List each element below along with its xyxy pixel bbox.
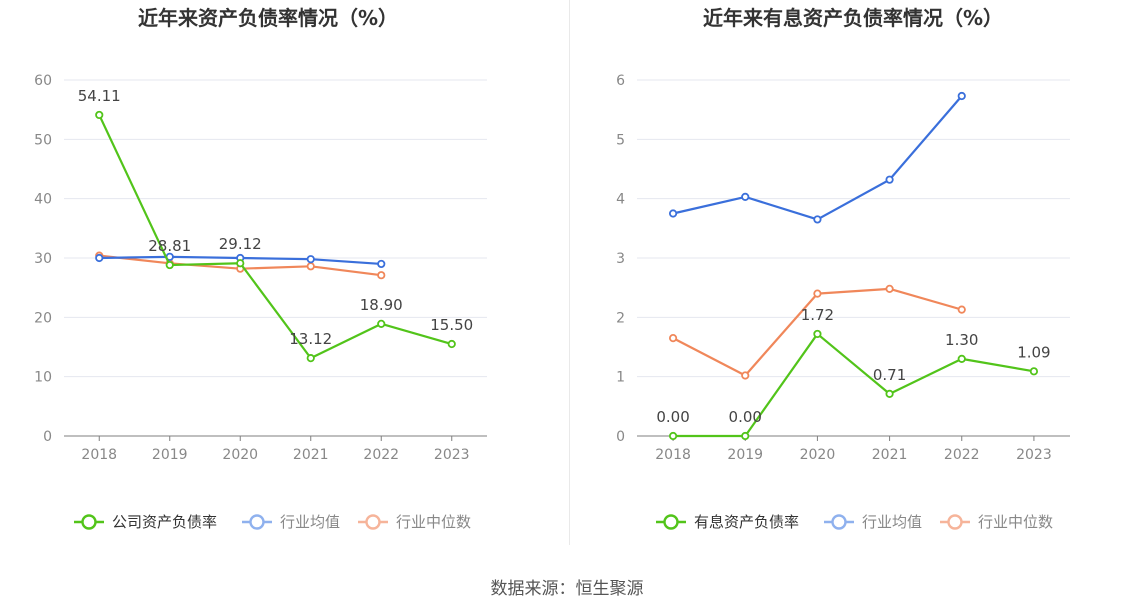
x-tick-label: 2023 <box>1016 447 1052 463</box>
chart-1: 近年来资产负债率情况（%） 0 10 20 30 40 50 60 2018 2019 2020 20… <box>34 6 487 531</box>
data-point <box>95 110 104 120</box>
data-point <box>447 339 456 349</box>
x-tick-label: 2019 <box>727 447 763 463</box>
data-point <box>741 192 750 201</box>
data-point <box>377 319 386 328</box>
panel-divider <box>569 0 570 545</box>
legend-label: 行业均值 <box>862 513 922 531</box>
data-point <box>668 431 678 441</box>
data-label: 0.71 <box>873 366 906 384</box>
data-point <box>668 333 678 343</box>
data-point <box>885 389 894 398</box>
x-tick-label: 2020 <box>800 447 836 463</box>
y-tick-label: 6 <box>616 73 625 89</box>
data-point <box>813 289 822 298</box>
series-line <box>98 114 453 360</box>
data-point <box>236 259 245 268</box>
legend-marker <box>81 514 97 530</box>
y-tick-label: 0 <box>616 429 625 445</box>
y-tick-label: 40 <box>34 192 52 208</box>
series-line <box>672 95 963 221</box>
data-source-note: 数据来源：恒生聚源 <box>490 579 644 599</box>
data-point <box>813 215 822 224</box>
x-tick-label: 2021 <box>293 447 329 463</box>
chart-title: 近年来资产负债率情况（%） <box>138 6 398 30</box>
x-tick-label: 2021 <box>872 447 908 463</box>
x-tick-label: 2022 <box>944 447 980 463</box>
data-point <box>1029 367 1039 376</box>
y-tick-label: 50 <box>34 132 52 148</box>
data-label: 1.72 <box>801 306 834 324</box>
legend-marker <box>831 514 847 530</box>
y-tick-label: 2 <box>616 310 625 326</box>
legend-label: 有息资产负债率 <box>694 513 799 531</box>
data-point <box>668 209 678 218</box>
data-point <box>306 262 315 271</box>
x-tick-label: 2019 <box>152 447 188 463</box>
data-label: 0.00 <box>656 408 689 426</box>
legend-marker <box>947 514 963 530</box>
legend-label: 行业均值 <box>280 513 340 531</box>
legend-label: 行业中位数 <box>978 513 1053 531</box>
data-label: 54.11 <box>78 87 121 105</box>
legend-label: 行业中位数 <box>396 513 471 531</box>
legend-marker <box>249 514 265 530</box>
y-tick-label: 60 <box>34 73 52 89</box>
y-tick-label: 30 <box>34 251 52 267</box>
data-point <box>813 329 822 339</box>
data-point <box>306 354 315 363</box>
data-point <box>306 255 315 264</box>
data-point <box>957 91 966 101</box>
y-tick-label: 0 <box>43 429 52 445</box>
y-tick-label: 1 <box>616 370 625 386</box>
data-point <box>741 371 750 380</box>
x-tick-label: 2022 <box>363 447 399 463</box>
data-label: 1.09 <box>1017 343 1050 361</box>
data-point <box>885 284 894 293</box>
data-label: 28.81 <box>148 237 191 255</box>
chart-2: 近年来有息资产负债率情况（%） 0 1 2 3 4 5 6 2018 2019 2020 2021 20… <box>616 6 1070 531</box>
data-label: 15.50 <box>430 316 473 334</box>
y-tick-label: 3 <box>616 251 625 267</box>
x-tick-label: 2020 <box>222 447 258 463</box>
y-tick-label: 4 <box>616 192 625 208</box>
x-tick-label: 2023 <box>434 447 470 463</box>
chart-title: 近年来有息资产负债率情况（%） <box>703 6 1003 30</box>
x-tick-label: 2018 <box>655 447 691 463</box>
legend-marker <box>663 514 679 530</box>
data-label: 18.90 <box>360 296 403 314</box>
data-label: 29.12 <box>219 235 262 253</box>
data-label: 1.30 <box>945 331 978 349</box>
data-point <box>165 260 174 270</box>
y-tick-label: 10 <box>34 370 52 386</box>
data-point <box>957 354 966 363</box>
series-line <box>673 332 1035 438</box>
data-point <box>741 431 750 441</box>
data-point <box>377 259 386 269</box>
data-point <box>95 253 104 263</box>
legend-label: 公司资产负债率 <box>112 513 217 531</box>
y-tick-label: 20 <box>34 310 52 326</box>
data-point <box>957 305 966 314</box>
data-point <box>885 175 894 184</box>
legend-marker <box>365 514 381 530</box>
data-label: 0.00 <box>729 408 762 426</box>
y-tick-label: 5 <box>616 132 625 148</box>
data-point <box>377 271 386 280</box>
data-label: 13.12 <box>289 330 332 348</box>
x-tick-label: 2018 <box>81 447 117 463</box>
